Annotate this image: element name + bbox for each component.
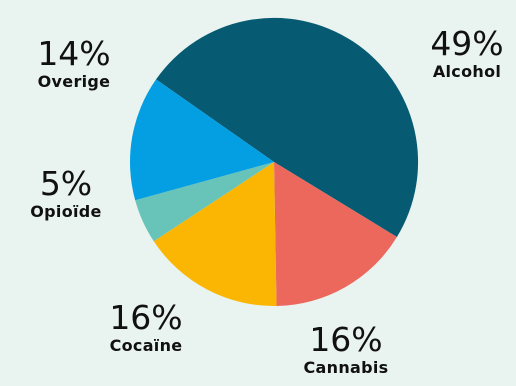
label-alcohol: 49% Alcohol [424,26,510,82]
pie-slice-3 [135,162,274,242]
name-overige: Overige [37,72,111,91]
name-opioide: Opioïde [30,202,102,221]
label-overige: 14% Overige [16,36,132,92]
name-cannabis: Cannabis [303,358,389,377]
pct-cannabis: 16% [309,320,383,359]
pct-overige: 14% [37,34,111,73]
label-opioide: 5% Opioïde [6,166,126,222]
name-alcohol: Alcohol [432,62,502,81]
label-cannabis: 16% Cannabis [298,322,394,378]
pie-slice-4 [129,79,274,201]
pct-opioide: 5% [39,164,93,203]
pct-alcohol: 49% [430,24,504,63]
pct-cocaine: 16% [109,298,183,337]
name-cocaine: Cocaïne [109,336,183,355]
label-cocaine: 16% Cocaïne [86,300,206,356]
pie-slice-2 [153,162,277,307]
pie-slice-1 [274,162,397,306]
pie-slice-0 [156,17,419,238]
